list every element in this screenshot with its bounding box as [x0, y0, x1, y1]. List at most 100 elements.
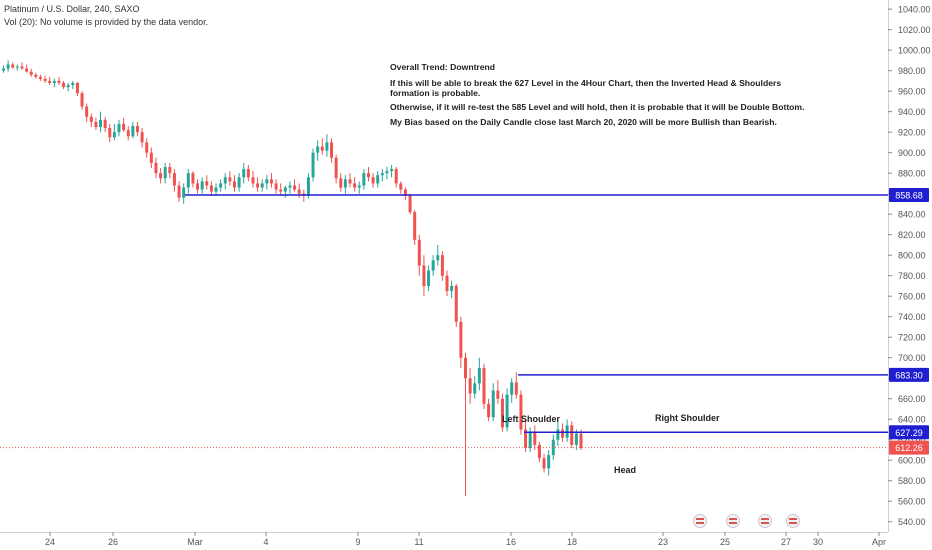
- candle-body: [57, 80, 61, 83]
- candle-body: [219, 183, 223, 188]
- us-flag-event-icon[interactable]: [758, 514, 772, 528]
- candle-body: [394, 169, 398, 184]
- candle-body: [459, 321, 463, 358]
- candle-body: [186, 173, 190, 188]
- candle-body: [547, 455, 551, 469]
- candle-body: [89, 116, 93, 122]
- y-tick-label: 1020.00: [898, 25, 931, 35]
- candle-body: [357, 185, 361, 188]
- candle-body: [172, 173, 176, 186]
- y-tick-label: 600.00: [898, 456, 926, 466]
- annotation-line: formation is probable.: [390, 88, 480, 98]
- candle-body: [94, 121, 98, 128]
- candle-body: [413, 212, 417, 240]
- candle-body: [288, 185, 292, 188]
- y-tick-label: 960.00: [898, 87, 926, 97]
- candle-body: [163, 167, 167, 179]
- candle-body: [214, 187, 218, 192]
- x-tick-label: 23: [658, 537, 668, 547]
- candle-body: [149, 152, 153, 163]
- candle-body: [574, 433, 578, 445]
- annotation-line: If this will be able to break the 627 Le…: [390, 78, 781, 88]
- candle-body: [551, 439, 555, 456]
- candle-body: [510, 382, 514, 395]
- candle-body: [99, 119, 103, 128]
- y-tick-label: 880.00: [898, 169, 926, 179]
- candle-body: [339, 178, 343, 188]
- annotation-line: Otherwise, if it will re-test the 585 Le…: [390, 102, 804, 112]
- candle-body: [177, 185, 181, 198]
- candle-body: [29, 71, 33, 75]
- candle-body: [399, 183, 403, 190]
- candle-body: [62, 82, 66, 88]
- us-flag-event-icon[interactable]: [726, 514, 740, 528]
- candle-body: [380, 173, 384, 176]
- candle-body: [343, 179, 347, 188]
- candle-body: [112, 132, 116, 138]
- candle-body: [366, 173, 370, 178]
- level-price-label: 627.29: [895, 428, 923, 438]
- candle-body: [533, 431, 537, 445]
- candle-body: [2, 68, 5, 71]
- candle-body: [145, 142, 149, 153]
- candle-body: [251, 177, 255, 184]
- candle-body: [223, 177, 227, 184]
- candle-body: [514, 382, 518, 395]
- candle-body: [320, 146, 324, 151]
- candle-body: [103, 119, 107, 129]
- x-tick-label: 27: [781, 537, 791, 547]
- candle-body: [75, 82, 79, 94]
- y-tick-label: 1000.00: [898, 46, 931, 56]
- candle-body: [242, 169, 246, 178]
- x-tick-label: Mar: [187, 537, 203, 547]
- us-flag-event-icon-stripe: [729, 522, 737, 524]
- candle-body: [348, 179, 352, 184]
- candle-body: [52, 80, 56, 83]
- us-flag-event-icon-stripe: [789, 518, 797, 520]
- x-tick-label: 9: [355, 537, 360, 547]
- candle-body: [131, 126, 135, 137]
- us-flag-event-icon[interactable]: [693, 514, 707, 528]
- candle-body: [274, 183, 278, 190]
- y-tick-label: 720.00: [898, 333, 926, 343]
- candle-body: [431, 260, 435, 271]
- candle-body: [283, 187, 287, 192]
- candle-body: [353, 183, 357, 188]
- candle-body: [422, 265, 426, 286]
- candle-body: [445, 275, 449, 292]
- candle-body: [408, 195, 412, 213]
- candle-body: [168, 167, 172, 174]
- candle-body: [71, 82, 75, 85]
- candle-body: [246, 169, 250, 178]
- us-flag-event-icon[interactable]: [786, 514, 800, 528]
- candle-body: [477, 367, 481, 384]
- right-shoulder-label: Right Shoulder: [655, 413, 720, 423]
- x-tick-label: Apr: [872, 537, 886, 547]
- candle-body: [260, 183, 264, 188]
- x-tick-label: 11: [414, 537, 423, 547]
- candle-body: [376, 175, 380, 184]
- y-tick-label: 540.00: [898, 517, 926, 527]
- candle-body: [417, 239, 421, 266]
- level-price-label: 683.30: [895, 370, 923, 380]
- candle-body: [233, 181, 236, 188]
- candle-body: [330, 142, 334, 158]
- candle-body: [34, 74, 38, 77]
- y-tick-label: 820.00: [898, 230, 926, 240]
- candle-body: [15, 66, 19, 68]
- candle-body: [306, 177, 310, 196]
- us-flag-event-icon-stripe: [696, 518, 704, 520]
- candle-body: [468, 378, 472, 394]
- candle-body: [473, 383, 477, 394]
- candle-body: [6, 64, 10, 69]
- candle-body: [556, 429, 560, 440]
- us-flag-event-icon-stripe: [761, 522, 769, 524]
- candle-body: [491, 390, 495, 418]
- y-tick-label: 940.00: [898, 107, 926, 117]
- x-tick-label: 24: [45, 537, 55, 547]
- candle-body: [140, 132, 144, 143]
- y-tick-label: 620.00: [898, 435, 926, 445]
- candle-body: [528, 431, 532, 448]
- candle-body: [159, 173, 163, 179]
